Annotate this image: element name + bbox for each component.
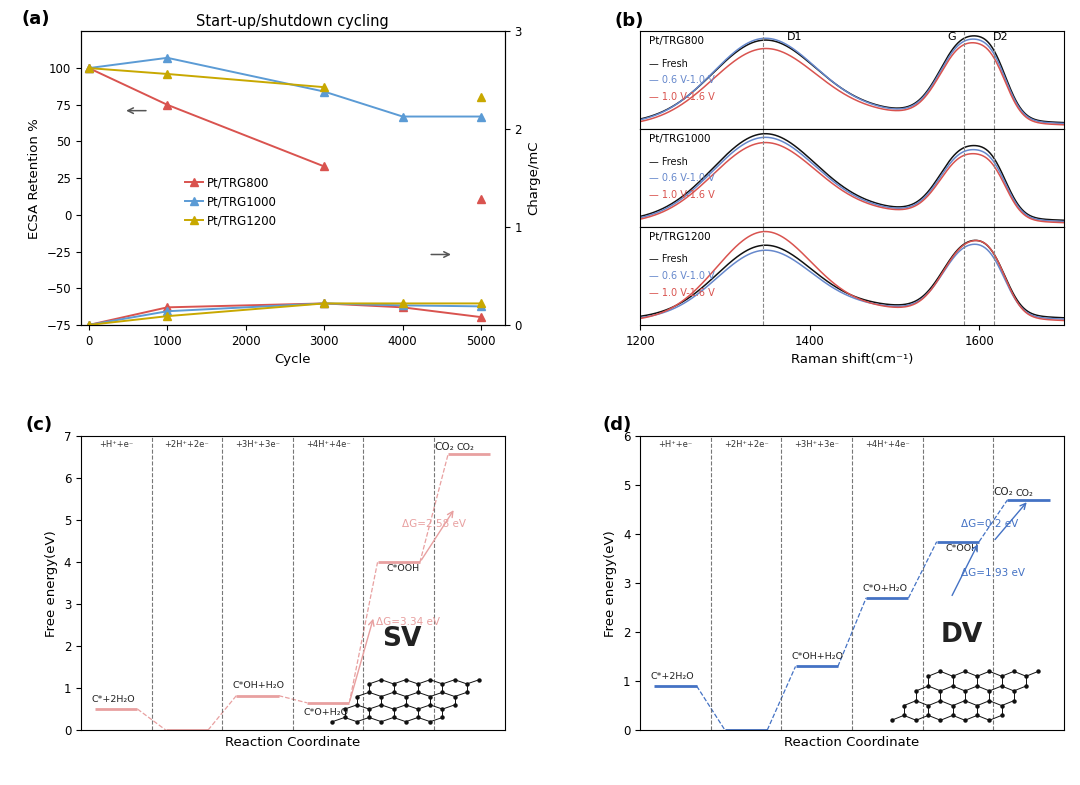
Pt/TRG1000 xyxy=(161,53,174,63)
Text: ΔG=2.58 eV: ΔG=2.58 eV xyxy=(402,519,467,528)
Line: Pt/TRG800: Pt/TRG800 xyxy=(85,64,485,203)
Y-axis label: Free energy(eV): Free energy(eV) xyxy=(45,530,58,637)
Text: C*OOH: C*OOH xyxy=(945,545,978,553)
X-axis label: Reaction Coordinate: Reaction Coordinate xyxy=(784,736,919,749)
Text: D1: D1 xyxy=(787,32,802,42)
Text: +2H⁺+2e⁻: +2H⁺+2e⁻ xyxy=(724,440,769,450)
Text: — 0.6 V-1.0 V: — 0.6 V-1.0 V xyxy=(649,75,714,86)
X-axis label: Reaction Coordinate: Reaction Coordinate xyxy=(226,736,361,749)
Text: Pt/TRG1000: Pt/TRG1000 xyxy=(649,134,711,144)
Text: Pt/TRG1200: Pt/TRG1200 xyxy=(649,232,711,242)
Text: ΔG=1.93 eV: ΔG=1.93 eV xyxy=(961,568,1025,578)
Text: C*OH+H₂O: C*OH+H₂O xyxy=(792,652,843,661)
Title: Start-up/shutdown cycling: Start-up/shutdown cycling xyxy=(197,14,389,29)
Text: SV: SV xyxy=(382,626,422,652)
Text: C*OOH: C*OOH xyxy=(386,564,419,573)
Text: +3H⁺+3e⁻: +3H⁺+3e⁻ xyxy=(794,440,839,450)
Text: (d): (d) xyxy=(602,415,632,433)
Text: C*O+H₂O: C*O+H₂O xyxy=(863,583,907,593)
Text: CO₂: CO₂ xyxy=(1016,489,1034,498)
Text: +3H⁺+3e⁻: +3H⁺+3e⁻ xyxy=(235,440,280,449)
Text: +4H⁺+4e⁻: +4H⁺+4e⁻ xyxy=(865,440,909,450)
Text: — 0.6 V-1.0 V: — 0.6 V-1.0 V xyxy=(649,271,714,281)
Pt/TRG1200 xyxy=(161,69,174,78)
Pt/TRG800 xyxy=(318,162,330,171)
Pt/TRG1000 xyxy=(82,64,95,73)
X-axis label: Cycle: Cycle xyxy=(274,353,311,367)
Text: Pt/TRG800: Pt/TRG800 xyxy=(649,36,704,46)
Text: C*OH+H₂O: C*OH+H₂O xyxy=(233,681,285,690)
Pt/TRG800 xyxy=(82,64,95,73)
Pt/TRG1000 xyxy=(396,111,409,121)
Text: +H⁺+e⁻: +H⁺+e⁻ xyxy=(659,440,692,450)
Y-axis label: Free energy(eV): Free energy(eV) xyxy=(605,530,618,637)
Y-axis label: ECSA Retention %: ECSA Retention % xyxy=(28,118,41,239)
Text: ΔG=0.2 eV: ΔG=0.2 eV xyxy=(961,519,1018,529)
Text: — 1.0 V-1.6 V: — 1.0 V-1.6 V xyxy=(649,190,714,200)
Pt/TRG1200 xyxy=(82,64,95,73)
Text: C*O+H₂O: C*O+H₂O xyxy=(303,707,349,717)
Pt/TRG800 xyxy=(474,194,487,203)
Text: — 1.0 V-1.6 V: — 1.0 V-1.6 V xyxy=(649,288,714,298)
Pt/TRG1000 xyxy=(474,111,487,121)
Pt/TRG1200 xyxy=(318,82,330,92)
Line: Pt/TRG1000: Pt/TRG1000 xyxy=(85,54,485,120)
Text: (a): (a) xyxy=(22,10,50,28)
Text: C*+2H₂O: C*+2H₂O xyxy=(92,695,135,703)
Pt/TRG1200 xyxy=(474,93,487,102)
Pt/TRG1000 xyxy=(318,87,330,97)
Text: +4H⁺+4e⁻: +4H⁺+4e⁻ xyxy=(306,440,351,449)
Text: (c): (c) xyxy=(26,415,53,433)
Text: — Fresh: — Fresh xyxy=(649,59,688,69)
Text: +H⁺+e⁻: +H⁺+e⁻ xyxy=(99,440,134,449)
Text: +2H⁺+2e⁻: +2H⁺+2e⁻ xyxy=(164,440,210,449)
Line: Pt/TRG1200: Pt/TRG1200 xyxy=(85,64,485,101)
Text: ΔG=3.34 eV: ΔG=3.34 eV xyxy=(376,617,441,627)
Text: DV: DV xyxy=(941,622,983,648)
Pt/TRG800 xyxy=(161,100,174,109)
Text: CO₂: CO₂ xyxy=(457,443,474,452)
Y-axis label: Charge/mC: Charge/mC xyxy=(527,141,540,215)
Text: — 1.0 V-1.6 V: — 1.0 V-1.6 V xyxy=(649,92,714,102)
Text: — Fresh: — Fresh xyxy=(649,157,688,166)
Text: G: G xyxy=(947,32,956,42)
Text: — Fresh: — Fresh xyxy=(649,254,688,265)
Text: CO₂: CO₂ xyxy=(434,442,454,452)
Text: C*+2H₂O: C*+2H₂O xyxy=(651,672,694,681)
Text: — 0.6 V-1.0 V: — 0.6 V-1.0 V xyxy=(649,173,714,183)
Text: D2: D2 xyxy=(993,32,1008,42)
Text: (b): (b) xyxy=(615,13,644,31)
Legend: Pt/TRG800, Pt/TRG1000, Pt/TRG1200: Pt/TRG800, Pt/TRG1000, Pt/TRG1200 xyxy=(180,172,282,232)
Text: CO₂: CO₂ xyxy=(994,487,1013,497)
X-axis label: Raman shift(cm⁻¹): Raman shift(cm⁻¹) xyxy=(791,353,914,367)
